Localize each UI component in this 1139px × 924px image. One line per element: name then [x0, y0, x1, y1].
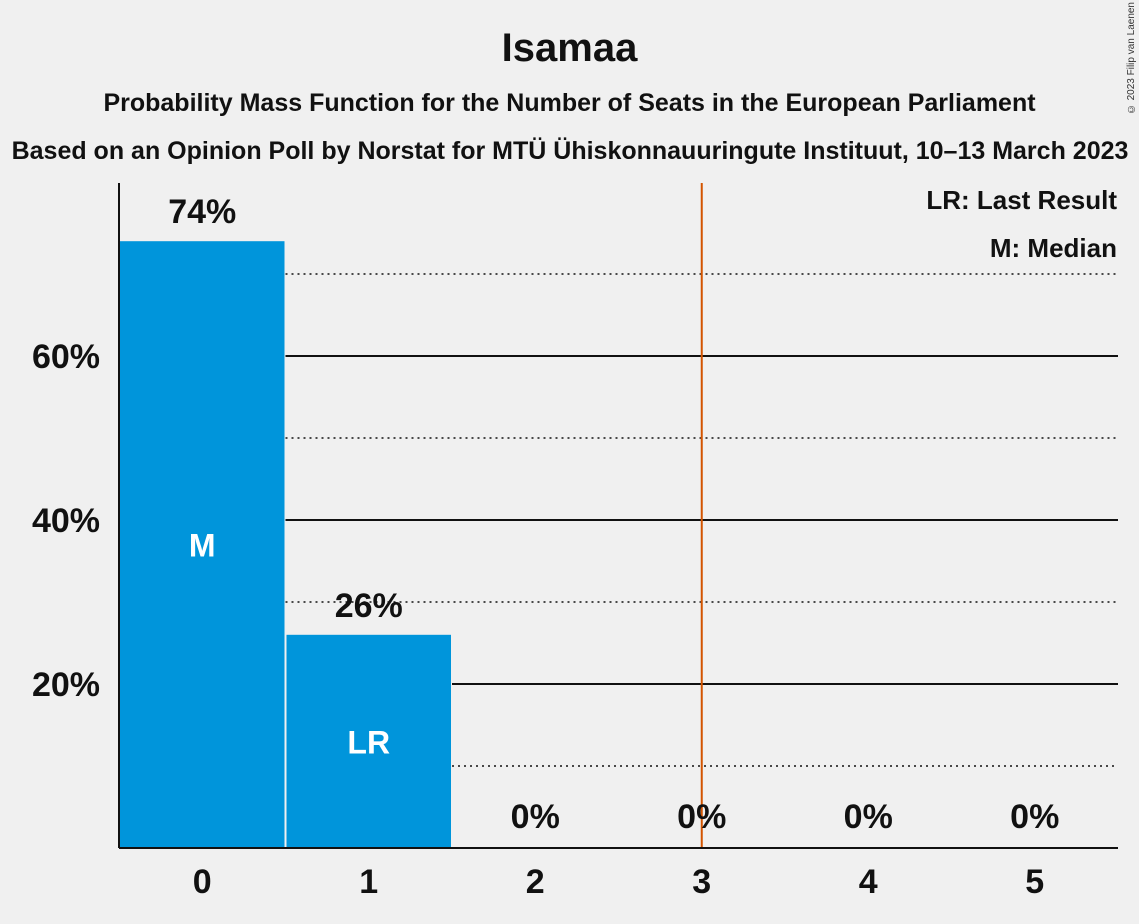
- x-tick-label: 5: [1025, 863, 1044, 901]
- y-tick-label: 40%: [32, 502, 100, 540]
- chart-source-line: Based on an Opinion Poll by Norstat for …: [11, 137, 1129, 165]
- last-result-marker: LR: [347, 724, 390, 760]
- x-tick-label: 3: [692, 863, 711, 901]
- legend-entry: M: Median: [990, 233, 1117, 263]
- median-marker: M: [189, 528, 216, 564]
- bar-value-label: 0%: [844, 798, 893, 836]
- y-tick-label: 60%: [32, 338, 100, 376]
- bar-value-label: 74%: [168, 193, 236, 231]
- bar-value-label: 0%: [677, 798, 726, 836]
- bar-seats-1: [286, 634, 451, 848]
- bar-value-label: 26%: [335, 587, 403, 625]
- y-tick-label: 20%: [32, 666, 100, 704]
- bar-seats-0: [120, 241, 285, 848]
- bar-value-label: 0%: [1010, 798, 1059, 836]
- x-tick-label: 4: [859, 863, 878, 901]
- x-tick-label: 1: [359, 863, 378, 901]
- legend-entry: LR: Last Result: [926, 185, 1117, 215]
- x-tick-label: 0: [193, 863, 212, 901]
- chart-title: Isamaa: [501, 26, 638, 70]
- bar-value-label: 0%: [511, 798, 560, 836]
- x-tick-label: 2: [526, 863, 545, 901]
- chart-subtitle: Probability Mass Function for the Number…: [103, 89, 1036, 117]
